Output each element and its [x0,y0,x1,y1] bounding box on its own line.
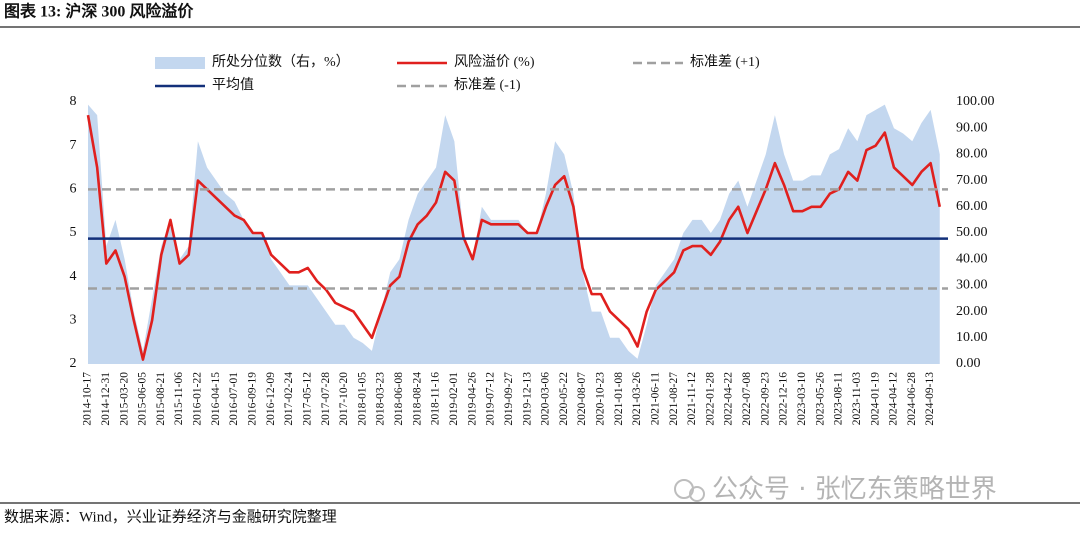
x-tick-label: 2018-11-16 [430,372,442,425]
x-tick-label: 2020-08-07 [576,372,588,426]
x-tick-label: 2017-07-28 [320,372,332,426]
y-tick-label: 2 [70,356,77,371]
y2-tick-label: 60.00 [956,199,988,214]
watermark-text: 公众号 · 张忆东策略世界 [712,475,997,505]
y-tick-label: 3 [70,313,77,328]
watermark: 公众号 · 张忆东策略世界 [674,475,997,505]
x-tick-label: 2014-12-31 [100,372,112,426]
x-tick-label: 2015-08-21 [155,372,167,426]
x-tick-label: 2022-01-28 [704,372,716,426]
x-tick-label: 2021-08-27 [668,372,680,426]
y2-tick-label: 40.00 [956,251,988,266]
y-tick-label: 4 [70,269,77,284]
x-tick-label: 2015-06-05 [137,372,149,426]
x-tick-label: 2019-07-12 [485,372,497,426]
x-tick-label: 2023-08-11 [833,372,845,425]
x-tick-label: 2016-12-09 [265,372,277,426]
y2-tick-label: 90.00 [956,120,988,135]
x-tick-label: 2018-06-08 [393,372,405,426]
x-tick-label: 2019-02-01 [448,372,460,426]
y2-tick-label: 80.00 [956,147,988,162]
x-tick-label: 2015-11-06 [173,372,185,425]
x-tick-label: 2024-09-13 [924,372,936,426]
x-tick-label: 2016-04-15 [210,372,222,426]
x-tick-label: 2023-03-10 [796,372,808,426]
x-tick-label: 2024-01-19 [869,372,881,426]
x-tick-label: 2020-10-23 [595,372,607,426]
x-tick-label: 2024-06-28 [906,372,918,426]
y-tick-label: 7 [70,138,77,153]
x-tick-label: 2021-01-08 [613,372,625,426]
y2-tick-label: 100.00 [956,94,995,109]
legend-label: 所处分位数（右，%） [212,54,350,70]
risk-premium-line [86,114,942,361]
x-tick-label: 2014-10-17 [82,372,94,426]
chart-title: 图表 13: 沪深 300 风险溢价 [4,2,194,21]
y2-tick-label: 20.00 [956,304,988,319]
x-tick-label: 2021-03-26 [631,372,643,426]
x-tick-label: 2019-04-26 [466,372,478,426]
percentile-area [88,104,940,365]
legend-swatch [155,57,205,69]
x-tick-label: 2016-01-22 [192,372,204,426]
x-tick-label: 2020-03-06 [540,372,552,426]
x-tick-label: 2022-07-08 [741,372,753,426]
x-tick-label: 2017-02-24 [283,372,295,426]
x-tick-label: 2019-12-13 [521,372,533,426]
x-tick-label: 2016-07-01 [228,372,240,426]
x-tick-label: 2021-11-12 [686,372,698,425]
y2-tick-label: 70.00 [956,173,988,188]
y2-tick-label: 10.00 [956,330,988,345]
x-tick-label: 2022-09-23 [759,372,771,426]
legend-label: 风险溢价 (%) [454,54,535,70]
y-tick-label: 8 [70,94,77,109]
x-tick-label: 2017-05-12 [301,372,313,426]
watermark-icon [689,486,705,502]
x-tick-label: 2022-12-16 [778,372,790,426]
legend-label: 标准差 (+1) [690,54,760,70]
x-tick-label: 2015-03-20 [118,372,130,426]
y-tick-label: 5 [70,225,77,240]
x-tick-label: 2018-08-24 [411,372,423,426]
x-tick-label: 2022-04-22 [723,372,735,426]
x-tick-label: 2016-09-19 [246,372,258,426]
x-tick-label: 2019-09-27 [503,372,515,426]
legend-label: 平均值 [212,77,254,93]
y2-tick-label: 0.00 [956,356,981,371]
y2-tick-label: 30.00 [956,278,988,293]
y2-tick-label: 50.00 [956,225,988,240]
legend-label: 标准差 (-1) [454,77,521,93]
x-tick-label: 2023-11-03 [851,372,863,425]
y-tick-label: 6 [70,182,77,197]
x-tick-label: 2024-04-12 [888,372,900,426]
x-tick-label: 2021-06-11 [649,372,661,425]
x-tick-label: 2018-03-23 [375,372,387,426]
x-tick-label: 2018-01-05 [356,372,368,426]
source-note: 数据来源：Wind，兴业证券经济与金融研究院整理 [4,507,337,525]
x-tick-label: 2023-05-26 [814,372,826,426]
x-tick-label: 2017-10-20 [338,372,350,426]
x-tick-label: 2020-05-22 [558,372,570,426]
